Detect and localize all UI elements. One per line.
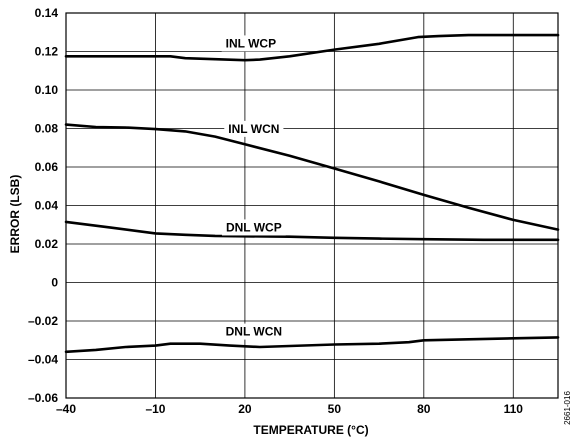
- x-tick-labels: –40 –10 20 50 80 110: [56, 402, 523, 416]
- series-label-text: INL WCP: [226, 36, 276, 50]
- y-tick-label: 0.06: [35, 160, 59, 174]
- y-tick-label: 0.08: [35, 122, 59, 136]
- series-lines: [64, 33, 560, 354]
- series-line-dnl-wcp: [64, 220, 560, 242]
- y-tick-label: 0.04: [35, 199, 59, 213]
- figure-id: 2661-016: [563, 391, 572, 425]
- plot-frame: [65, 12, 559, 399]
- y-tick-label: –0.02: [28, 314, 58, 328]
- x-tick-label: 110: [504, 402, 524, 416]
- y-tick-label: 0.10: [35, 83, 59, 97]
- y-tick-label: 0.12: [35, 45, 59, 59]
- y-tick-label: –0.06: [28, 391, 58, 405]
- series-label-bg: [221, 323, 287, 340]
- y-tick-label: 0: [51, 276, 58, 290]
- series-line-dnl-wcn: [64, 336, 560, 354]
- y-tick-label: 0.02: [35, 237, 59, 251]
- x-tick-label: –40: [56, 402, 76, 416]
- series-line-inl-wcp: [64, 33, 560, 62]
- y-tick-label: 0.14: [35, 6, 59, 20]
- series-label-dnl-wcp: DNL WCP: [221, 219, 286, 236]
- series-label-text: DNL WCP: [226, 220, 282, 234]
- series-label-bg: [224, 120, 284, 137]
- series-labels: INL WCP INL WCN DNL WCP DNL WCN: [221, 35, 287, 340]
- series-label-dnl-wcn: DNL WCN: [221, 323, 287, 340]
- x-tick-label: 50: [328, 402, 342, 416]
- y-tick-labels: –0.06 –0.04 –0.02 0 0.02 0.04 0.06 0.08 0.10 0.12…: [28, 6, 58, 405]
- series-label-inl-wcp: INL WCP: [221, 35, 281, 52]
- x-axis-title: TEMPERATURE (°C): [253, 423, 368, 437]
- series-label-bg: [221, 35, 281, 52]
- y-axis-title: ERROR (LSB): [8, 175, 22, 254]
- series-line-inl-wcn: [64, 123, 560, 231]
- y-tick-label: –0.04: [28, 353, 58, 367]
- x-tick-label: 20: [238, 402, 252, 416]
- series-label-bg: [221, 219, 286, 236]
- series-label-text: DNL WCN: [226, 325, 282, 339]
- series-label-text: INL WCN: [228, 122, 279, 136]
- series-label-inl-wcn: INL WCN: [224, 120, 284, 137]
- x-tick-label: –10: [145, 402, 165, 416]
- grid: [65, 12, 558, 399]
- x-tick-label: 80: [417, 402, 431, 416]
